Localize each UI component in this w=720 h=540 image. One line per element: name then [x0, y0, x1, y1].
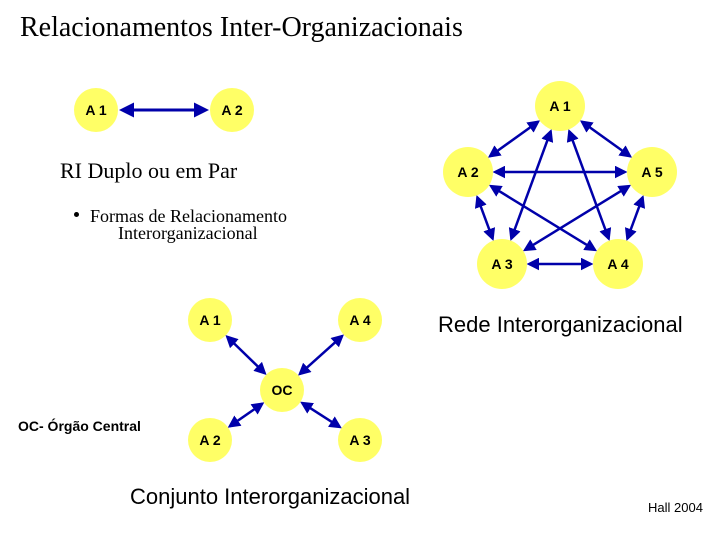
citation: Hall 2004: [648, 500, 703, 515]
pair-node-a2: A 2: [210, 88, 254, 132]
network-node-a4: A 4: [593, 239, 643, 289]
page-title: Relacionamentos Inter-Organizacionais: [20, 12, 463, 44]
network-node-a3: A 3: [477, 239, 527, 289]
pair-label: RI Duplo ou em Par: [60, 158, 237, 184]
set-label: Conjunto Interorganizacional: [130, 484, 410, 510]
set-node-a3: A 3: [338, 418, 382, 462]
bullet-formas: Formas de Relacionamento Interorganizaci…: [90, 206, 287, 244]
set-node-oc: OC: [260, 368, 304, 412]
oc-note: OC- Órgão Central: [18, 418, 141, 434]
set-node-a1: A 1: [188, 298, 232, 342]
set-node-a4: A 4: [338, 298, 382, 342]
network-node-a5: A 5: [627, 147, 677, 197]
network-node-a1: A 1: [535, 81, 585, 131]
network-label: Rede Interorganizacional: [438, 312, 683, 338]
set-node-a2: A 2: [188, 418, 232, 462]
pair-node-a1: A 1: [74, 88, 118, 132]
network-node-a2: A 2: [443, 147, 493, 197]
